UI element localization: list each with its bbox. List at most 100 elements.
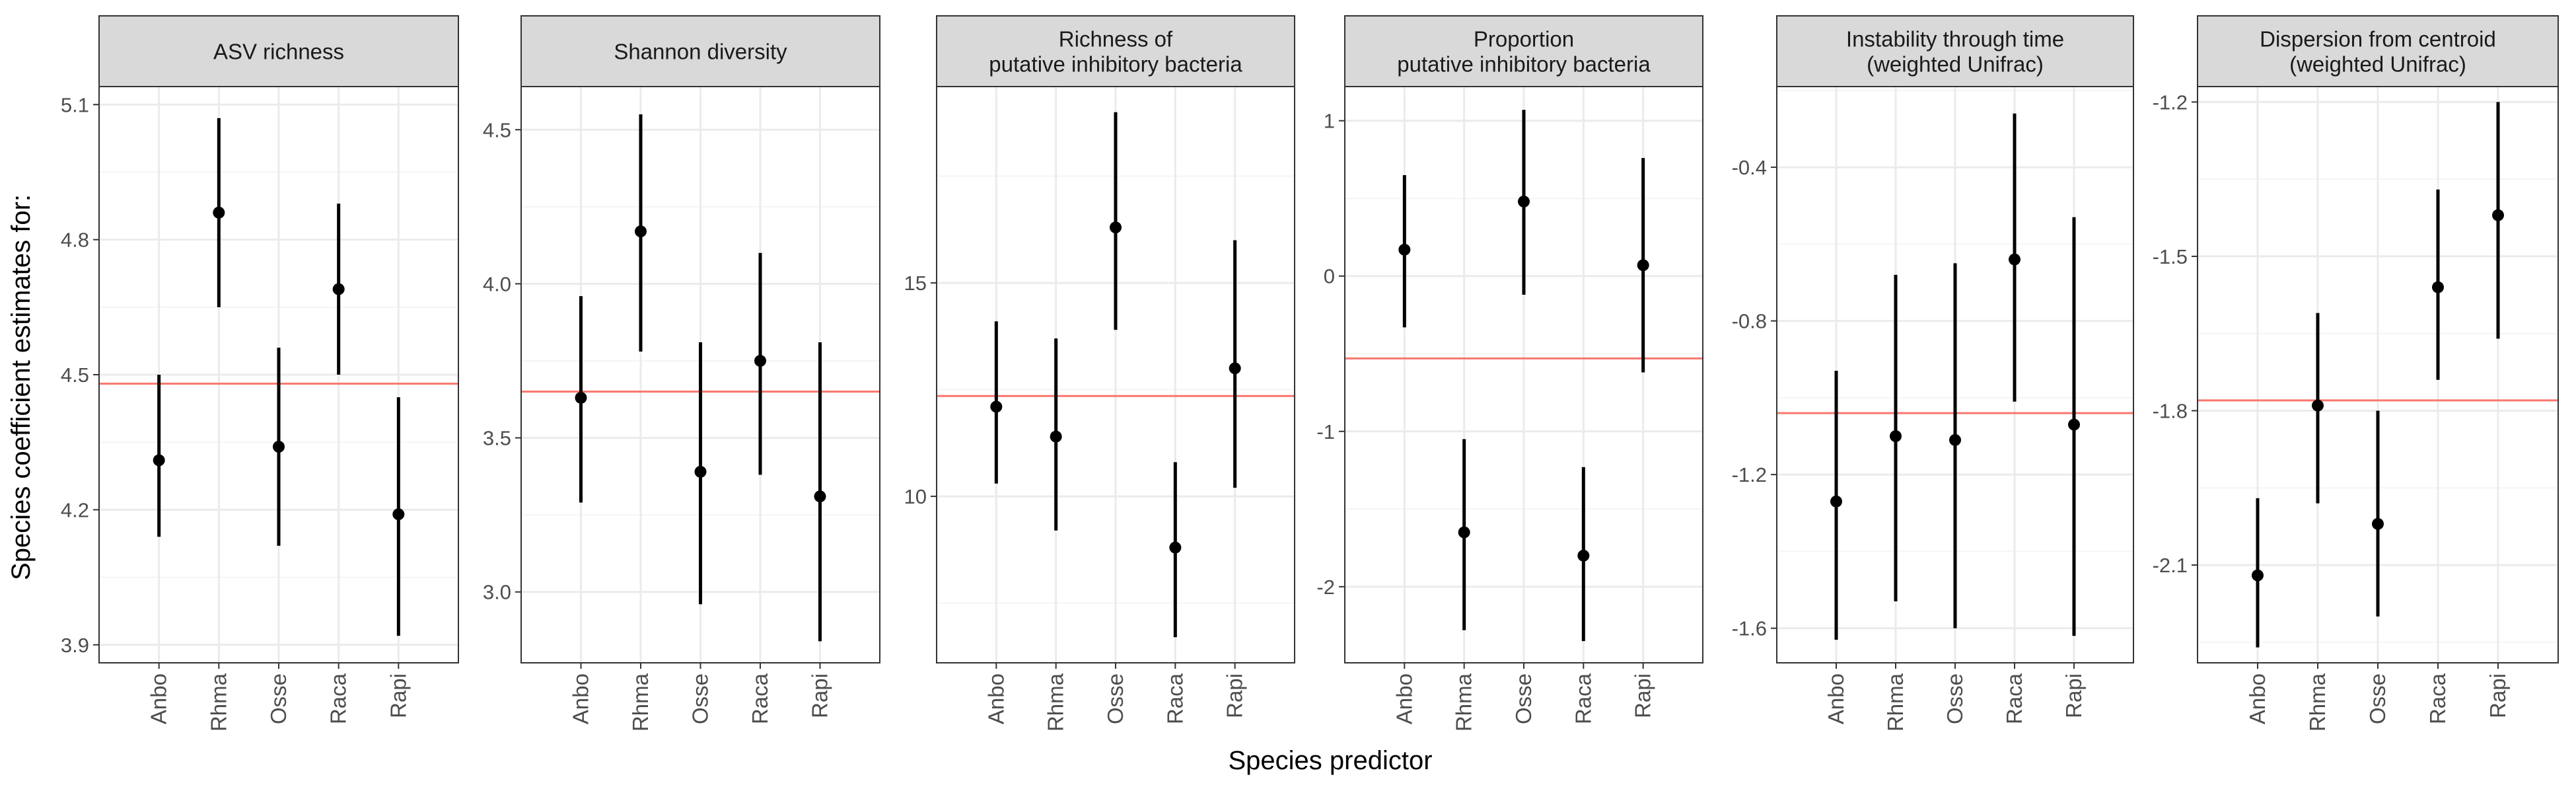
x-tick-label: Rapi: [2061, 673, 2086, 718]
x-tick-label: Raca: [2425, 673, 2450, 724]
facet-title: Shannon diversity: [614, 40, 787, 64]
estimate-point: [2492, 209, 2504, 221]
y-tick-label: -1.2: [2153, 91, 2188, 114]
y-tick-label: -1.8: [2153, 400, 2188, 423]
estimate-point: [1577, 549, 1590, 562]
x-tick-label: Rhma: [628, 673, 653, 732]
estimate-point: [392, 508, 405, 521]
y-tick-label: -2.1: [2153, 554, 2188, 577]
x-tick-label: Raca: [326, 673, 351, 724]
estimate-point: [814, 490, 826, 503]
x-tick-label: Anbo: [984, 673, 1008, 724]
y-tick-label: 10: [904, 485, 927, 508]
y-tick-label: -0.8: [1732, 310, 1767, 333]
facet-strip: [98, 15, 459, 87]
estimate-point: [332, 283, 345, 295]
estimate-point: [2372, 517, 2384, 530]
estimate-point: [1830, 495, 1842, 508]
facet-panel-6: Dispersion from centroid(weighted Unifra…: [2153, 15, 2559, 732]
x-axis-title: Species predictor: [1228, 746, 1432, 775]
y-axis-title: Species coefficient estimates for:: [7, 194, 36, 580]
x-tick-label: Rhma: [2305, 673, 2330, 732]
facet-strip: [1344, 15, 1703, 87]
estimate-point: [2252, 569, 2264, 582]
y-tick-label: -0.4: [1732, 156, 1767, 179]
facet-title: (weighted Unifrac): [2289, 52, 2466, 77]
x-tick-label: Raca: [1163, 673, 1187, 724]
x-tick-label: Anbo: [569, 673, 593, 724]
x-tick-label: Osse: [2365, 673, 2390, 724]
y-tick-label: 3.0: [483, 581, 511, 604]
y-tick-label: 4.2: [61, 498, 89, 521]
estimate-point: [1229, 362, 1241, 375]
x-tick-label: Rapi: [2486, 673, 2510, 718]
estimate-point: [1110, 221, 1122, 234]
x-tick-label: Rhma: [1452, 673, 1476, 732]
x-tick-label: Rapi: [1223, 673, 1247, 718]
facet-strip: [936, 15, 1295, 87]
estimate-point: [1518, 195, 1530, 208]
x-tick-label: Osse: [1103, 673, 1127, 724]
y-tick-label: 3.9: [61, 634, 89, 657]
x-tick-label: Rapi: [1631, 673, 1655, 718]
y-tick-label: -1.5: [2153, 245, 2188, 268]
facet-strip: [1776, 15, 2134, 87]
facet-title: Proportion: [1474, 27, 1574, 52]
x-tick-label: Rhma: [1883, 673, 1908, 732]
facet-title: Instability through time: [1846, 27, 2064, 52]
y-tick-label: 4.5: [61, 363, 89, 387]
x-tick-label: Rhma: [1044, 673, 1068, 732]
estimate-point: [754, 355, 766, 367]
estimate-point: [2068, 418, 2080, 431]
y-tick-label: 5.1: [61, 93, 89, 116]
facet-title: putative inhibitory bacteria: [989, 52, 1242, 77]
estimate-point: [990, 400, 1003, 413]
facet-title: Dispersion from centroid: [2260, 27, 2496, 52]
y-tick-label: -2: [1316, 576, 1335, 599]
facet-panel-5: Instability through time(weighted Unifra…: [1732, 15, 2134, 732]
estimate-point: [575, 391, 587, 404]
facet-strip: [520, 15, 880, 87]
estimate-point: [1890, 430, 1902, 443]
estimate-point: [2009, 253, 2021, 266]
x-tick-label: Rapi: [386, 673, 410, 718]
estimate-point: [273, 441, 285, 453]
estimate-point: [213, 206, 225, 219]
x-tick-label: Rapi: [808, 673, 832, 718]
estimate-point: [1637, 259, 1649, 272]
x-tick-label: Osse: [1511, 673, 1536, 724]
y-tick-label: 1: [1324, 110, 1335, 133]
y-tick-label: -1: [1316, 420, 1335, 443]
facet-title: Richness of: [1059, 27, 1173, 52]
x-tick-label: Osse: [266, 673, 291, 724]
y-tick-label: 4.8: [61, 229, 89, 252]
x-tick-label: Rhma: [206, 673, 231, 732]
estimate-point: [153, 454, 165, 467]
facet-title: ASV richness: [213, 40, 344, 64]
x-tick-label: Raca: [1571, 673, 1595, 724]
x-tick-label: Anbo: [1824, 673, 1848, 724]
y-tick-label: 15: [904, 272, 927, 295]
estimate-point: [694, 465, 707, 478]
x-tick-label: Osse: [688, 673, 713, 724]
estimate-point: [1050, 430, 1062, 443]
x-tick-label: Raca: [2002, 673, 2026, 724]
x-tick-label: Anbo: [2245, 673, 2270, 724]
estimate-point: [1458, 526, 1470, 539]
y-tick-label: 3.5: [483, 427, 511, 450]
estimate-point: [1949, 434, 1961, 446]
estimate-point: [1398, 243, 1411, 256]
facet-title: putative inhibitory bacteria: [1397, 52, 1651, 77]
x-tick-label: Anbo: [147, 673, 171, 724]
y-tick-label: 4.0: [483, 272, 511, 295]
x-tick-label: Osse: [1943, 673, 1967, 724]
facet-title: (weighted Unifrac): [1867, 52, 2044, 77]
y-tick-label: 0: [1324, 265, 1335, 288]
facet-panel-2: Shannon diversity 3.0 3.5 4.0 4.5 Anbo Rhma Oss…: [483, 15, 880, 732]
y-tick-label: 4.5: [483, 118, 511, 141]
facet-panel-1: ASV richness 3.9 4.2 4.5 4.8 5.1 Anbo Rhma Osse R…: [61, 15, 459, 732]
estimate-point: [2312, 399, 2324, 412]
